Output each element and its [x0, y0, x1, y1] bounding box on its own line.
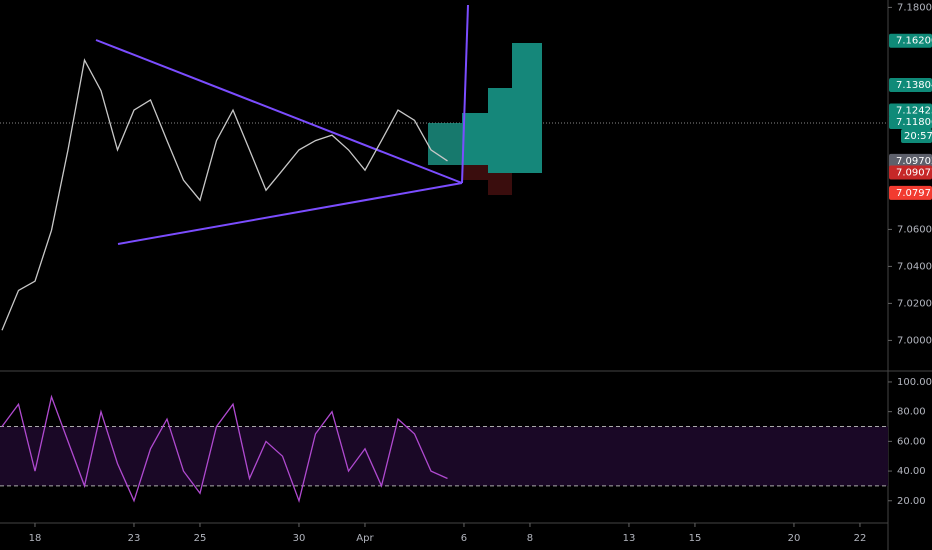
projection [428, 43, 542, 195]
price-label-box [889, 185, 932, 200]
y-tick-label: 80.00 [897, 407, 926, 418]
projection-box [488, 88, 512, 173]
x-tick-label: 8 [527, 533, 533, 544]
price-label: 7.13804 [896, 80, 932, 91]
x-tick-label: 20 [788, 533, 801, 544]
x-tick-label: 22 [854, 533, 867, 544]
trend-line [461, 4, 469, 184]
y-tick-label: 7.02000 [897, 298, 932, 309]
price-label-box [889, 103, 932, 118]
projection-box [512, 43, 542, 173]
x-tick-label: 23 [128, 533, 141, 544]
x-tick-label: 25 [194, 533, 207, 544]
projection-box [488, 173, 512, 195]
price-label-box [889, 114, 932, 129]
price-label: 7.09702 [896, 156, 932, 167]
y-tick-label: 20.00 [897, 496, 926, 507]
y-tick-label: 40.00 [897, 466, 926, 477]
x-tick-label: 18 [29, 533, 42, 544]
price-label: 7.11806 [896, 117, 932, 128]
trend-line [117, 182, 463, 245]
x-tick-label: Apr [356, 533, 374, 544]
price-label-box [889, 165, 932, 180]
price-label: 7.07971 [896, 188, 932, 199]
price-line [1, 58, 448, 331]
triangle-drawing [95, 4, 469, 245]
x-tick-label: 13 [623, 533, 636, 544]
projection-box [462, 165, 488, 180]
price-label: 7.16200 [896, 36, 932, 47]
countdown: 20:57 [904, 131, 932, 142]
projection-box [462, 113, 488, 165]
price-label-box [889, 78, 932, 93]
price-line [1, 394, 448, 504]
y-tick-label: 7.18000 [897, 2, 932, 13]
trend-line [95, 39, 463, 184]
y-tick-label: 100.00 [897, 377, 932, 388]
price-label-box [889, 153, 932, 168]
y-tick-label: 7.00000 [897, 335, 932, 346]
x-tick-label: 6 [461, 533, 467, 544]
price-label-box [889, 33, 932, 48]
y-tick-label: 60.00 [897, 436, 926, 447]
y-tick-label: 7.04000 [897, 261, 932, 272]
price-label: 7.12425 [896, 106, 932, 117]
projection-box [428, 123, 462, 165]
x-tick-label: 30 [293, 533, 306, 544]
y-tick-label: 7.06000 [897, 224, 932, 235]
x-tick-label: 15 [689, 533, 702, 544]
countdown-box [901, 128, 932, 143]
